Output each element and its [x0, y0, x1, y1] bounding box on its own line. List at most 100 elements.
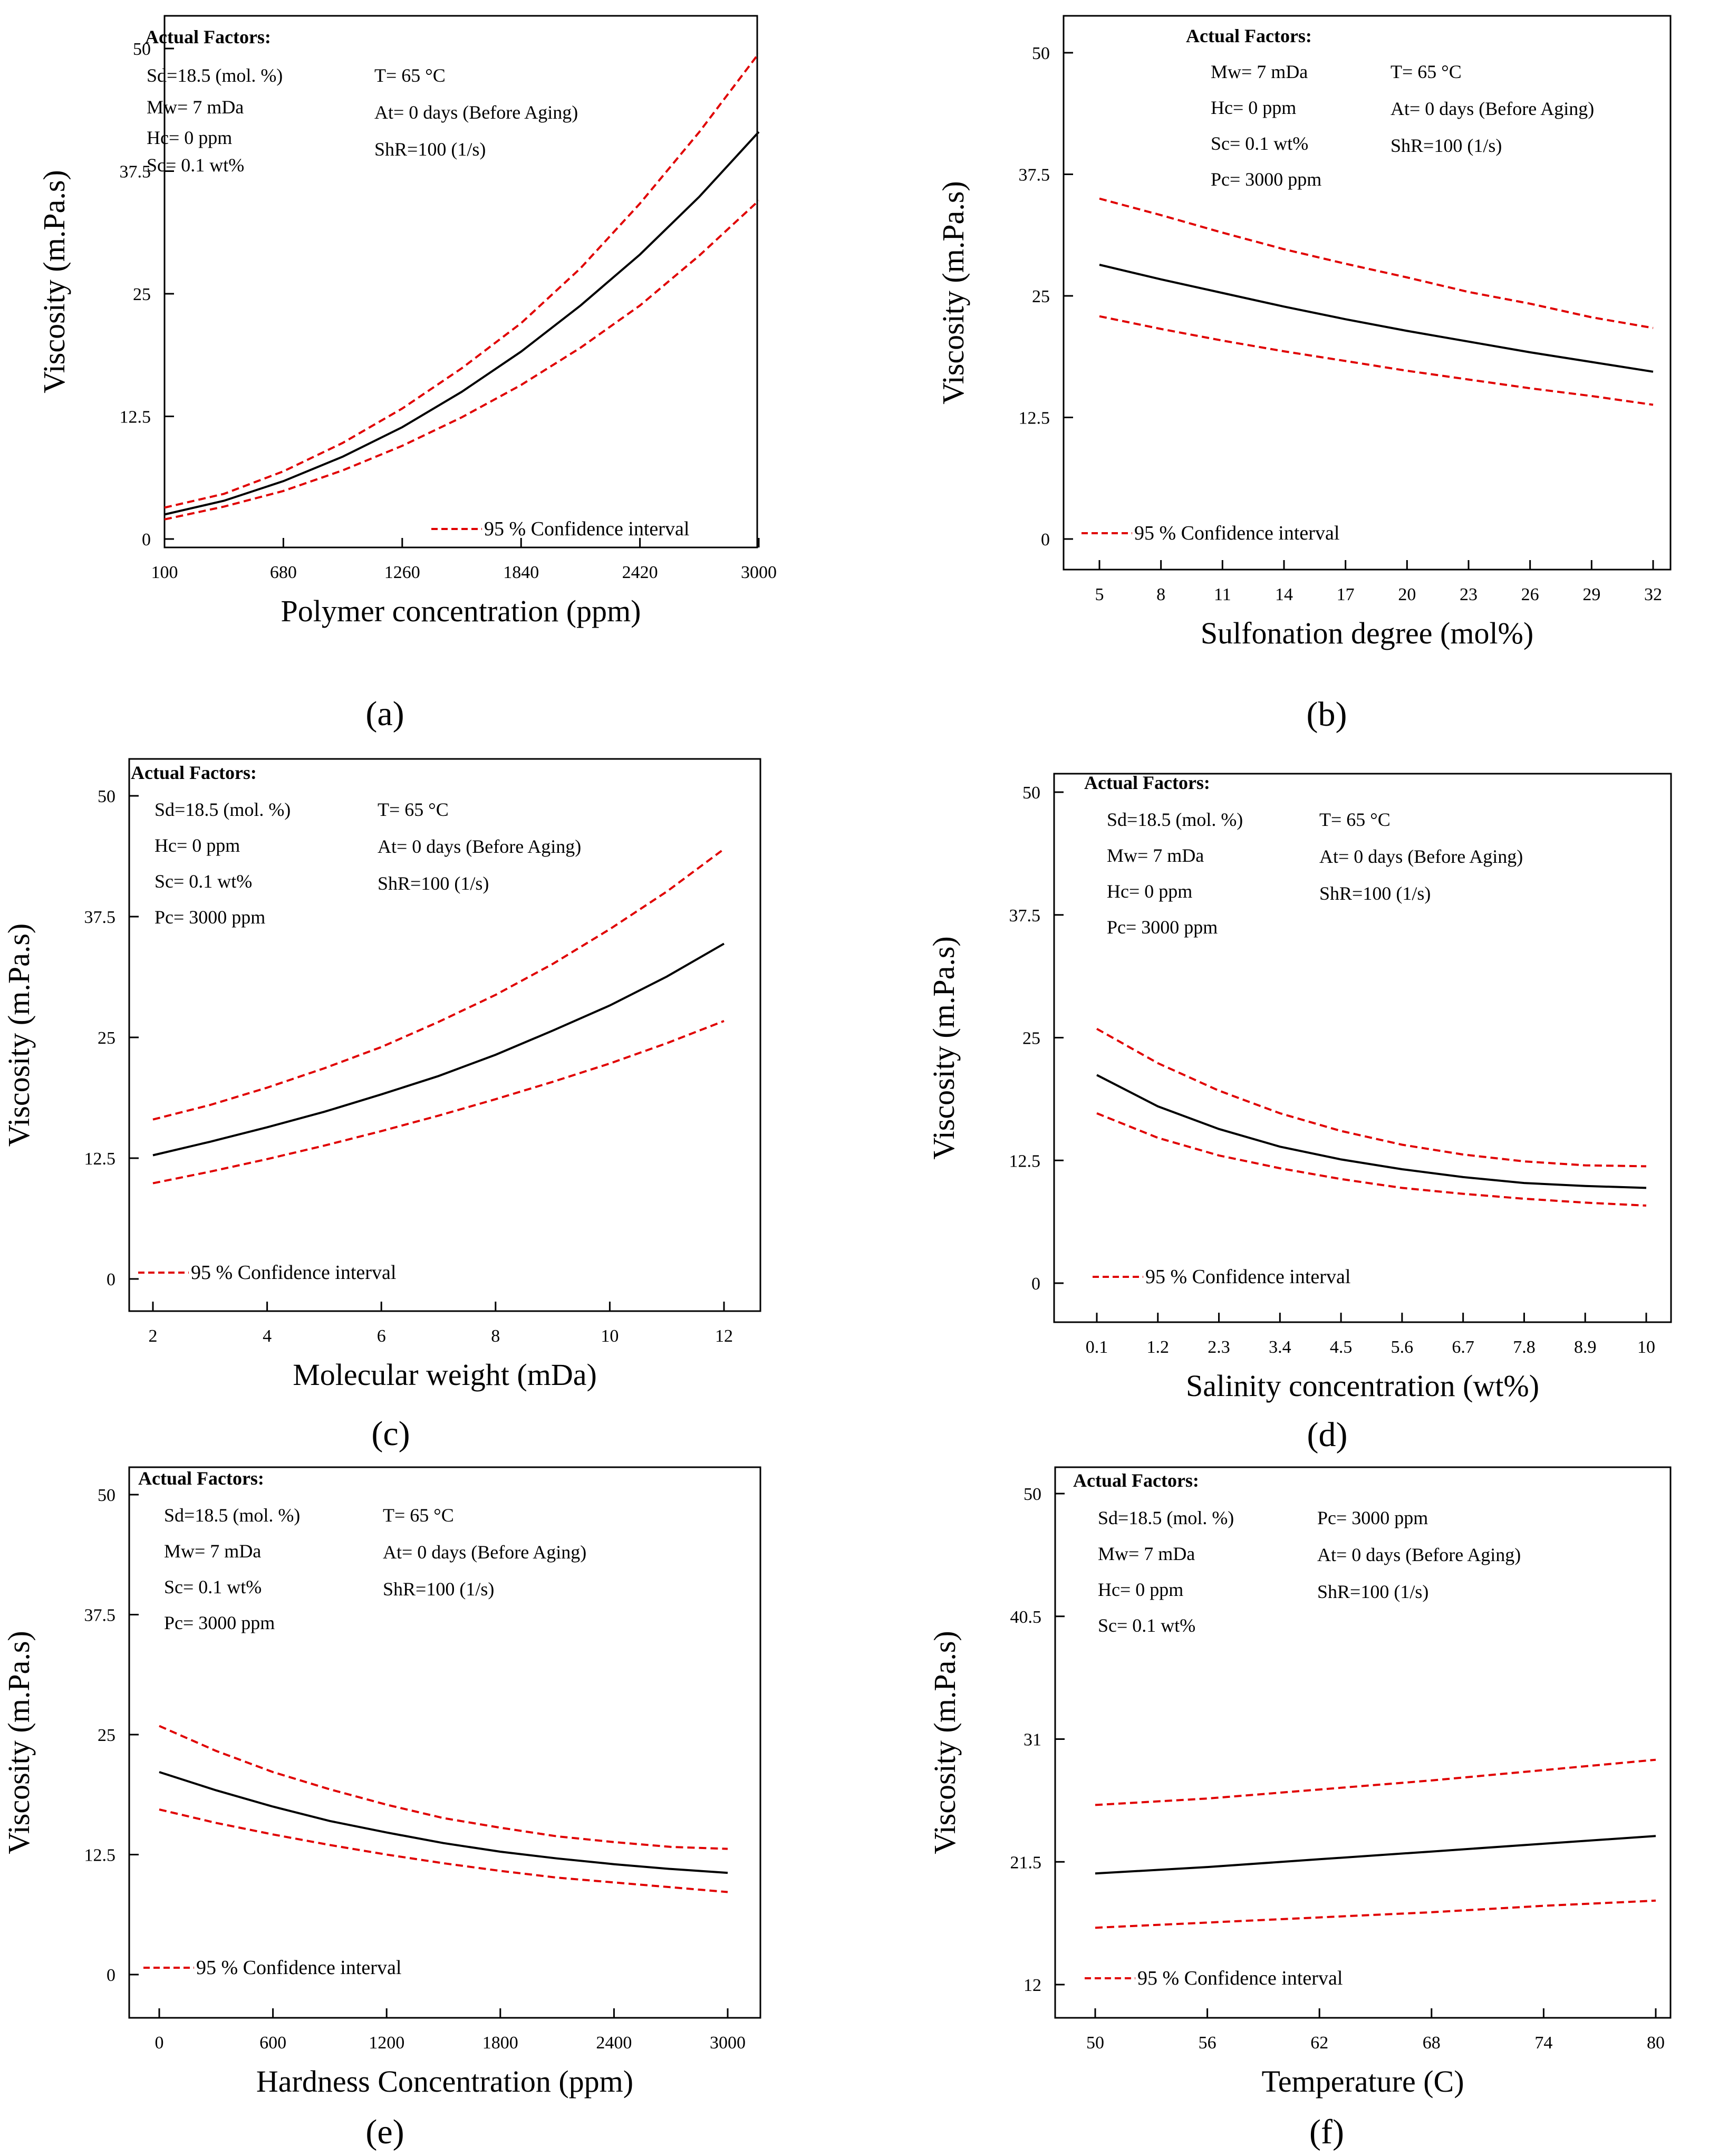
x-tick-label: 2.3 — [1208, 1337, 1230, 1357]
x-tick-label: 6.7 — [1452, 1337, 1474, 1357]
y-axis-label: Viscosity (m.Pa.s) — [37, 170, 71, 393]
x-tick-label: 1.2 — [1147, 1337, 1170, 1357]
x-tick-label: 8 — [491, 1326, 500, 1346]
factor-right-item: T= 65 °C — [1319, 809, 1391, 830]
plot-frame — [1054, 1466, 1672, 2019]
x-axis-label: Molecular weight (mDa) — [293, 1358, 597, 1392]
y-tick-label: 21.5 — [1010, 1853, 1042, 1872]
x-axis-label: Temperature (C) — [1261, 2064, 1464, 2099]
plot-frame — [1053, 773, 1672, 1323]
legend-label: 95 % Confidence interval — [1145, 1266, 1350, 1288]
fit-line — [1096, 1074, 1647, 1189]
x-tick-label: 10 — [1637, 1337, 1655, 1357]
y-tick-label: 25 — [98, 1028, 115, 1048]
x-tick-label: 2420 — [622, 563, 658, 582]
legend-label: 95 % Confidence interval — [1137, 1967, 1343, 1989]
legend-label: 95 % Confidence interval — [191, 1262, 396, 1284]
x-tick-label: 2 — [149, 1326, 158, 1346]
factor-left-item: Sc= 0.1 wt% — [147, 155, 244, 176]
plot-frame — [128, 1466, 761, 2019]
x-tick-label: 5 — [1095, 585, 1104, 604]
factor-left-item: Sc= 0.1 wt% — [1098, 1615, 1195, 1636]
panel-label: (f) — [1309, 2113, 1344, 2151]
x-tick-label: 29 — [1582, 585, 1600, 604]
x-axis-label: Hardness Concentration (ppm) — [256, 2064, 633, 2099]
x-tick-label: 0 — [155, 2033, 164, 2053]
factor-left-item: Hc= 0 ppm — [1211, 97, 1296, 118]
factor-left-item: Pc= 3000 ppm — [155, 907, 265, 928]
panel-label: (a) — [365, 695, 404, 733]
x-tick-label: 600 — [259, 2033, 286, 2053]
x-tick-label: 17 — [1337, 585, 1355, 604]
factor-right-item: At= 0 days (Before Aging) — [1319, 846, 1523, 867]
panel-label: (d) — [1307, 1416, 1348, 1454]
factor-left-item: Mw= 7 mDa — [1211, 61, 1308, 82]
y-tick-label: 12.5 — [120, 408, 151, 427]
y-tick-label: 12 — [1024, 1976, 1041, 1995]
x-tick-label: 74 — [1534, 2033, 1552, 2053]
factors-title: Actual Factors: — [138, 1468, 264, 1489]
y-tick-label: 50 — [98, 787, 115, 806]
legend-label: 95 % Confidence interval — [1134, 522, 1339, 544]
fit-line — [159, 1771, 728, 1874]
x-tick-label: 14 — [1275, 585, 1293, 604]
y-tick-label: 25 — [98, 1726, 115, 1745]
y-tick-label: 0 — [142, 530, 151, 550]
chart-panel-b: 0 12.5 25 37.5 50 5 8 11 14 17 20 23 26 29 32 Sulfonati… — [936, 15, 1672, 734]
plot-frame — [1063, 15, 1672, 571]
x-tick-label: 10 — [601, 1326, 619, 1346]
ci-upper-line — [164, 53, 760, 509]
factor-left-item: Mw= 7 mDa — [1107, 845, 1204, 866]
factor-left-item: Pc= 3000 ppm — [1107, 917, 1218, 938]
factor-right-item: At= 0 days (Before Aging) — [1391, 98, 1594, 119]
ci-lower-line — [1096, 1112, 1647, 1207]
factor-left-item: Pc= 3000 ppm — [164, 1612, 275, 1633]
x-axis-label: Sulfonation degree (mol%) — [1201, 616, 1533, 650]
x-tick-label: 1840 — [503, 563, 539, 582]
panel-label: (b) — [1307, 695, 1347, 734]
ci-upper-line — [1096, 1027, 1647, 1168]
x-tick-label: 4 — [263, 1326, 272, 1346]
y-tick-label: 31 — [1024, 1730, 1041, 1750]
factor-right-item: T= 65 °C — [374, 65, 446, 86]
factors-title: Actual Factors: — [131, 762, 257, 783]
plot-frame — [163, 15, 758, 548]
x-tick-label: 20 — [1398, 585, 1416, 604]
x-tick-label: 680 — [270, 563, 297, 582]
factor-right-item: ShR=100 (1/s) — [374, 139, 486, 160]
y-tick-label: 0 — [107, 1966, 115, 1985]
factors-title: Actual Factors: — [1073, 1470, 1199, 1491]
x-tick-label: 3.4 — [1269, 1337, 1291, 1357]
y-tick-label: 50 — [1024, 1485, 1041, 1504]
x-tick-label: 3000 — [741, 563, 777, 582]
factor-left-item: Sc= 0.1 wt% — [164, 1576, 262, 1597]
factor-right-item: T= 65 °C — [378, 799, 449, 820]
x-tick-label: 62 — [1310, 2033, 1328, 2053]
panel-label: (e) — [365, 2113, 404, 2151]
fit-line — [1099, 264, 1654, 373]
x-tick-label: 56 — [1199, 2033, 1216, 2053]
factor-right-item: At= 0 days (Before Aging) — [374, 102, 578, 123]
y-tick-label: 0 — [1041, 530, 1050, 550]
panel-label: (c) — [371, 1414, 410, 1453]
y-tick-label: 37.5 — [1009, 906, 1041, 926]
ci-lower-line — [1099, 315, 1654, 406]
y-tick-label: 12.5 — [84, 1846, 116, 1865]
x-tick-label: 68 — [1423, 2033, 1441, 2053]
plot-frame — [128, 758, 761, 1312]
chart-panel-a: 0 12.5 25 37.5 50 100 680 1260 1840 2420 3000 Polym… — [37, 15, 777, 733]
factor-left-item: Sc= 0.1 wt% — [155, 871, 252, 892]
x-tick-label: 2400 — [596, 2033, 632, 2053]
ci-lower-line — [164, 199, 760, 521]
x-tick-label: 32 — [1644, 585, 1662, 604]
y-tick-label: 12.5 — [84, 1149, 116, 1169]
y-tick-label: 50 — [98, 1486, 115, 1505]
x-tick-label: 100 — [151, 563, 178, 582]
y-tick-label: 37.5 — [1019, 166, 1050, 185]
y-tick-label: 37.5 — [84, 908, 116, 927]
x-axis-label: Salinity concentration (wt%) — [1186, 1369, 1539, 1403]
x-tick-label: 6 — [377, 1326, 386, 1346]
factor-left-item: Sd=18.5 (mol. %) — [1098, 1507, 1234, 1528]
factor-right-item: ShR=100 (1/s) — [1391, 135, 1502, 156]
x-tick-label: 80 — [1647, 2033, 1665, 2053]
